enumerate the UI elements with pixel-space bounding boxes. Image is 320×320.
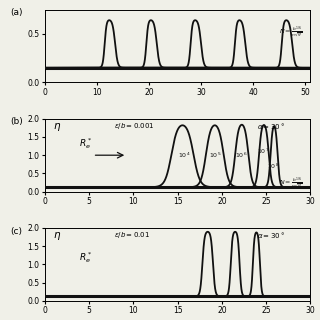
Text: $\eta$: $\eta$: [53, 230, 61, 242]
Text: (c): (c): [10, 227, 22, 236]
Text: $\alpha=30\,°$: $\alpha=30\,°$: [257, 230, 285, 240]
Text: (b): (b): [10, 117, 23, 126]
Text: $\alpha=30\,°$: $\alpha=30\,°$: [257, 121, 285, 131]
Text: $10^{7}$: $10^{7}$: [257, 147, 270, 156]
Text: $10^{6}$: $10^{6}$: [235, 150, 248, 160]
Text: $10^{5}$: $10^{5}$: [209, 150, 221, 160]
Text: $N=\frac{b^{1/6}}{n\sqrt{g}}$: $N=\frac{b^{1/6}}{n\sqrt{g}}$: [279, 24, 302, 40]
Text: (a): (a): [10, 8, 23, 17]
Text: $R_e^*$: $R_e^*$: [79, 136, 92, 151]
Text: $N=\frac{b^{1/6}}{n\sqrt{g}}$: $N=\frac{b^{1/6}}{n\sqrt{g}}$: [279, 176, 302, 191]
Text: $\varepsilon/b=0.01$: $\varepsilon/b=0.01$: [114, 230, 150, 240]
Text: $\varepsilon/b=0.001$: $\varepsilon/b=0.001$: [114, 121, 155, 131]
Text: $10^{4}$: $10^{4}$: [179, 150, 191, 160]
Text: $R_e^*$: $R_e^*$: [79, 250, 92, 265]
Text: $\eta$: $\eta$: [53, 121, 61, 133]
Text: $10^{8}$: $10^{8}$: [267, 162, 279, 171]
